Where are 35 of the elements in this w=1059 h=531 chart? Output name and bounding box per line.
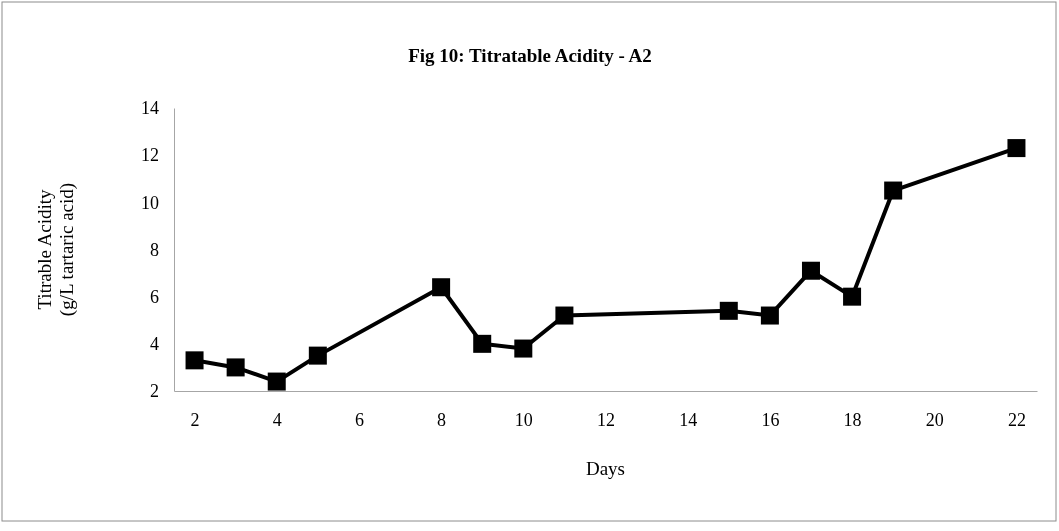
y-tick-label: 2	[150, 381, 159, 402]
x-tick-label: 12	[597, 409, 615, 430]
x-tick-label: 8	[437, 409, 447, 430]
chart-title: Fig 10: Titratable Acidity - A2	[408, 45, 652, 66]
x-tick-label: 10	[514, 409, 533, 430]
x-tick-label: 16	[761, 409, 780, 430]
y-axis-title: Titrable Acidity (g/L tartaric acid)	[34, 182, 78, 317]
point	[760, 306, 779, 325]
point	[432, 278, 451, 297]
x-tick-label: 14	[679, 409, 698, 430]
y-tick-label: 6	[150, 286, 159, 307]
x-tick-label: 22	[1007, 409, 1026, 430]
y-tick-label: 4	[150, 334, 159, 355]
y-tick-label: 12	[141, 145, 159, 166]
y-tick-label: 14	[141, 98, 159, 119]
point	[473, 334, 492, 353]
point	[843, 287, 862, 306]
x-tick-label: 18	[843, 409, 862, 430]
point	[226, 358, 245, 377]
x-tick-label: 2	[190, 409, 200, 430]
x-tick-label: 4	[272, 409, 282, 430]
point	[555, 306, 574, 325]
point	[1007, 139, 1026, 158]
x-tick-label: 20	[925, 409, 944, 430]
y-tick-label: 8	[150, 239, 159, 260]
x-tick-label: 6	[354, 409, 364, 430]
point	[308, 346, 327, 365]
point	[267, 372, 286, 391]
point	[801, 261, 820, 280]
point	[514, 339, 533, 358]
point	[884, 181, 903, 200]
point	[719, 301, 738, 320]
point	[185, 351, 204, 370]
y-tick-label: 10	[141, 192, 159, 213]
x-axis-title: Days	[585, 458, 626, 479]
